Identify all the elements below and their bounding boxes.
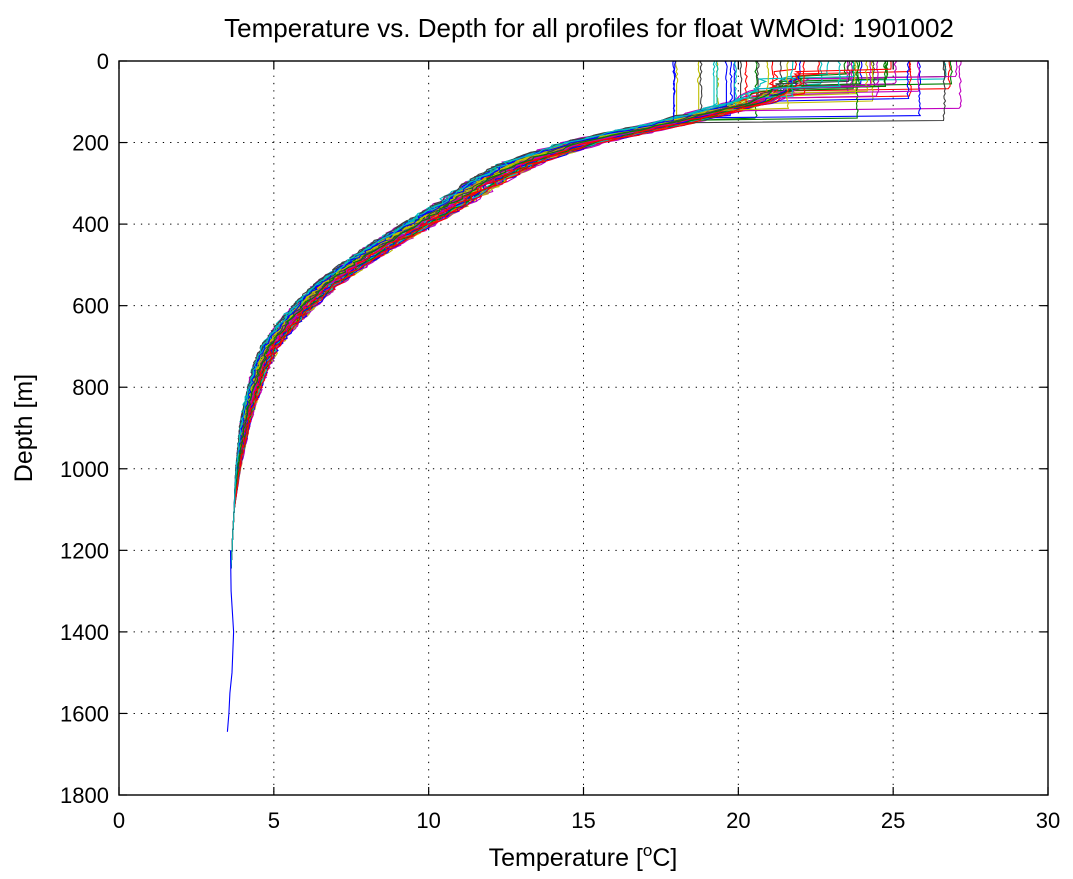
profile-series-line: [231, 60, 794, 559]
profile-series-line: [230, 60, 783, 561]
x-tick-labels: 0 5 10 15 20 25 30: [113, 808, 1060, 833]
profile-series-line: [230, 60, 830, 561]
grid-lines: [119, 61, 1048, 795]
y-tick-label: 800: [72, 375, 109, 400]
profile-series-line: [231, 60, 861, 559]
profile-series-line: [230, 60, 758, 569]
profile-series-line: [230, 60, 889, 569]
x-tick-label: 20: [726, 808, 750, 833]
profile-series-line: [230, 60, 880, 561]
deep-profile-line: [226, 550, 235, 732]
y-tick-labels: 0 200 400 600 800 1000 1200 1400 1600 1800: [60, 49, 109, 808]
y-tick-label: 0: [97, 49, 109, 74]
profile-series-line: [230, 60, 947, 561]
profile-series-line: [230, 60, 851, 566]
series-group: [226, 60, 962, 732]
profile-series-line: [230, 60, 921, 564]
profile-series-line: [230, 60, 856, 569]
y-tick-label: 200: [72, 131, 109, 156]
profile-series-line: [230, 61, 802, 569]
profile-series-line: [230, 60, 892, 564]
profile-series-line: [230, 60, 823, 561]
profile-series-line: [230, 60, 910, 564]
axis-ticks: [118, 60, 1049, 796]
profile-series-line: [230, 60, 760, 566]
profile-series-line: [230, 60, 854, 564]
profile-series-line: [230, 60, 863, 569]
profile-series-line: [230, 60, 855, 564]
profile-series-line: [230, 60, 887, 569]
profile-series-line: [230, 60, 872, 561]
y-tick-label: 1800: [60, 783, 109, 808]
profile-series-line: [231, 60, 869, 559]
y-tick-label: 400: [72, 212, 109, 237]
profile-series-line: [230, 60, 874, 564]
y-axis-label: Depth [m]: [10, 374, 38, 482]
profile-series-line: [230, 60, 876, 569]
y-tick-label: 1200: [60, 538, 109, 563]
profile-series-line: [231, 60, 888, 559]
profile-series-line: [231, 60, 806, 559]
x-tick-label: 15: [571, 808, 595, 833]
profile-series-line: [231, 60, 912, 559]
y-tick-label: 1000: [60, 457, 109, 482]
y-tick-label: 1600: [60, 701, 109, 726]
y-tick-label: 1400: [60, 620, 109, 645]
x-tick-label: 25: [881, 808, 905, 833]
profile-series-line: [230, 60, 858, 566]
profile-series-line: [230, 60, 922, 569]
x-tick-label: 5: [268, 808, 280, 833]
profile-series-line: [230, 60, 850, 569]
profile-series-line: [231, 60, 798, 559]
profile-series-line: [230, 60, 898, 569]
y-tick-label: 600: [72, 294, 109, 319]
profile-series-line: [231, 60, 912, 559]
profile-series-line: [230, 60, 842, 569]
x-tick-label: 0: [113, 808, 125, 833]
profile-series-line: [230, 60, 859, 569]
x-tick-label: 30: [1036, 808, 1060, 833]
x-axis-label: Temperature [oC]: [489, 841, 678, 872]
profile-series-line: [230, 60, 790, 561]
profile-series-line: [230, 60, 820, 569]
profile-series-line: [230, 60, 848, 566]
x-tick-label: 10: [416, 808, 440, 833]
chart-title: Temperature vs. Depth for all profiles f…: [224, 13, 954, 43]
